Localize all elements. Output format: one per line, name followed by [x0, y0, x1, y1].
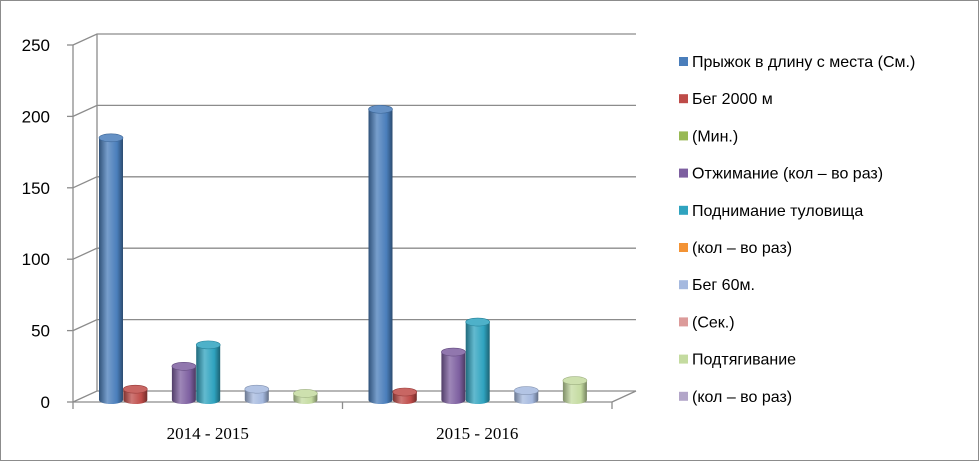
bar	[441, 347, 466, 404]
legend-swatch	[679, 243, 688, 252]
bar-top	[98, 133, 124, 143]
bar-top	[293, 389, 318, 398]
bar-body	[196, 344, 221, 404]
bar-body	[562, 380, 587, 404]
legend-swatch	[679, 317, 688, 327]
legend-swatch	[679, 94, 688, 104]
legend-label: (Мин.)	[692, 128, 738, 145]
bar	[513, 386, 539, 404]
bar-body	[368, 109, 393, 404]
bar-top	[465, 317, 491, 327]
bar	[392, 387, 418, 404]
gridline	[72, 247, 636, 260]
legend-swatch	[679, 205, 688, 215]
y-tick-label: 150	[22, 179, 50, 198]
bar-body	[465, 322, 490, 404]
legend-label: (кол – во раз)	[692, 389, 792, 406]
bar-top	[368, 104, 393, 114]
bar-top	[441, 347, 466, 357]
x-tick-label: 2015 - 2016	[436, 424, 518, 443]
bar	[244, 384, 270, 404]
floor-side-edge	[611, 390, 637, 403]
bar	[171, 361, 197, 404]
bar-body	[441, 352, 466, 404]
bar	[465, 317, 491, 404]
legend-label: Бег 60м.	[692, 277, 755, 294]
x-tick-label: 2014 - 2015	[167, 424, 249, 443]
bar-top	[195, 340, 221, 350]
bar-top	[123, 384, 148, 394]
bar-body	[99, 137, 123, 404]
legend-swatch	[679, 391, 688, 401]
legend-label: Подтягивание	[692, 352, 796, 369]
legend-swatch	[679, 168, 688, 178]
legend-label: Отжимание (кол – во раз)	[692, 166, 883, 183]
bar	[123, 384, 148, 404]
legend-swatch	[679, 280, 688, 290]
bar-top	[244, 384, 270, 394]
legend-swatch	[679, 57, 688, 66]
y-tick-label: 0	[41, 393, 50, 412]
bar-top	[513, 386, 539, 395]
y-tick-label: 250	[22, 36, 50, 55]
legend-swatch	[679, 131, 688, 141]
bar-body	[171, 366, 196, 404]
bar-top	[562, 376, 588, 385]
legend-label: Прыжок в длину с места (См.)	[692, 54, 915, 71]
bar	[195, 340, 221, 404]
legend-label: (Сек.)	[692, 314, 735, 331]
y-tick-label: 200	[22, 107, 50, 126]
legend-label: Бег 2000 м	[692, 91, 773, 108]
y-tick-label: 100	[22, 250, 50, 269]
gridline	[72, 176, 636, 189]
bar-top	[171, 361, 197, 371]
bar	[562, 376, 588, 404]
legend-swatch	[679, 354, 688, 364]
y-tick-label: 50	[31, 322, 50, 341]
gridline	[72, 318, 636, 332]
bar-top	[392, 387, 418, 397]
gridline	[72, 104, 636, 117]
bar	[293, 389, 318, 404]
legend-label: Поднимание туловища	[692, 203, 863, 220]
gridline	[72, 33, 636, 46]
gridline	[72, 390, 636, 403]
bar	[368, 104, 393, 404]
legend-label: (кол – во раз)	[692, 240, 792, 257]
bar	[98, 133, 124, 404]
